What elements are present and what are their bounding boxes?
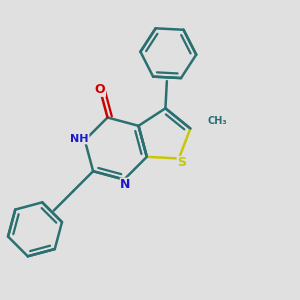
Text: NH: NH xyxy=(70,134,89,144)
Text: CH₃: CH₃ xyxy=(208,116,227,126)
Text: O: O xyxy=(95,83,105,96)
Text: S: S xyxy=(177,157,186,169)
Text: N: N xyxy=(120,178,131,191)
